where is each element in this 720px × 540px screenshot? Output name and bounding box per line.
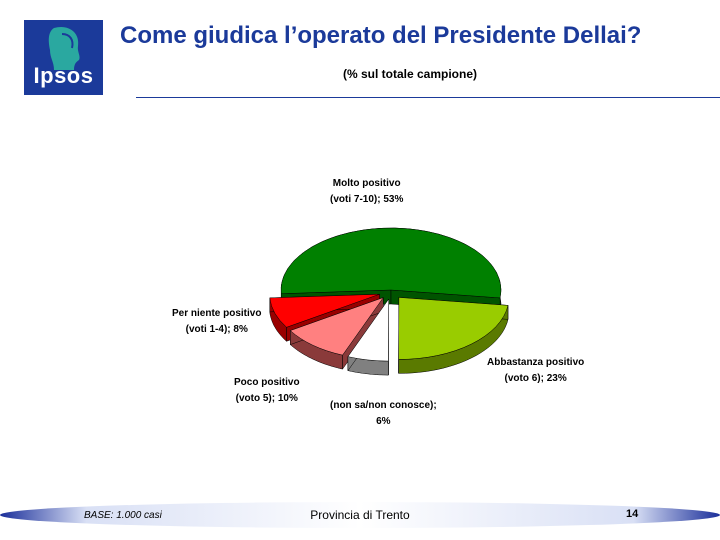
slice-label-line: Poco positivo <box>234 377 300 388</box>
slice-label-line: (non sa/non conosce); <box>330 400 437 411</box>
page-title: Come giudica l’operato del Presidente De… <box>120 22 642 49</box>
ipsos-logo: Ipsos <box>24 20 103 95</box>
slice-label-line: (voti 7-10); 53% <box>330 194 404 205</box>
header-divider <box>136 97 720 98</box>
pie-slice <box>398 297 509 360</box>
slice-label-non-sa: (non sa/non conosce); 6% <box>330 398 437 430</box>
slice-label-line: 6% <box>376 416 391 427</box>
slice-label-line: Abbastanza positivo <box>487 357 585 368</box>
slice-label-abbastanza-positivo: Abbastanza positivo (voto 6); 23% <box>487 355 584 387</box>
page-subtitle: (% sul totale campione) <box>342 67 478 81</box>
slice-label-per-niente-positivo: Per niente positivo (voti 1-4); 8% <box>172 306 261 338</box>
slice-label-line: (voto 6); 23% <box>504 373 567 384</box>
footer-bar <box>0 502 720 528</box>
slice-label-molto-positivo: Molto positivo (voti 7-10); 53% <box>330 176 403 208</box>
pie-chart <box>269 227 509 376</box>
base-note: BASE: 1.000 casi <box>84 510 162 521</box>
pie-slice <box>269 293 380 328</box>
slice-label-poco-positivo: Poco positivo (voto 5); 10% <box>234 375 300 407</box>
organization-name: Provincia di Trento <box>310 508 410 522</box>
pie-slice <box>289 297 384 356</box>
logo-text: Ipsos <box>33 63 94 88</box>
head-silhouette-icon <box>48 26 80 70</box>
slice-label-line: (voti 1-4); 8% <box>185 324 248 335</box>
slice-label-line: (voto 5); 10% <box>235 393 298 404</box>
slice-label-line: Molto positivo <box>332 178 401 189</box>
pie-slice <box>280 227 502 299</box>
page-number: 14 <box>626 508 639 520</box>
pie-slice <box>347 298 389 362</box>
slice-label-line: Per niente positivo <box>172 308 262 319</box>
